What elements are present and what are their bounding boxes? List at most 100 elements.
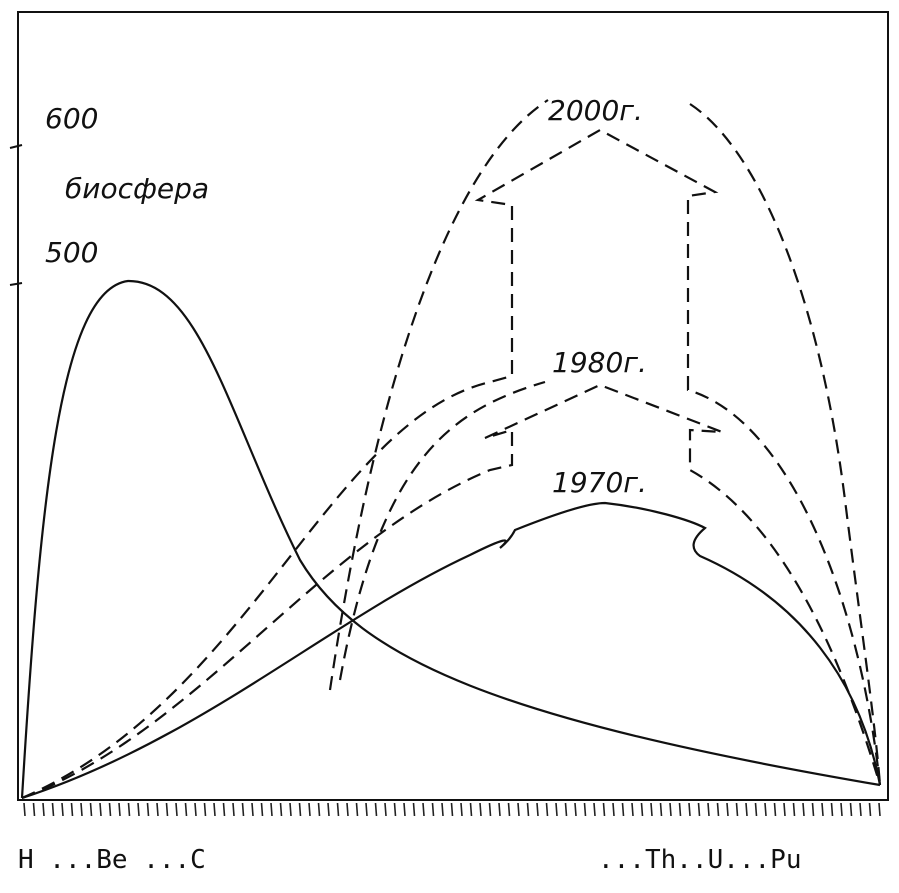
x-tick xyxy=(699,803,700,816)
x-tick xyxy=(594,803,595,816)
x-tick xyxy=(651,803,652,816)
x-tick xyxy=(870,803,871,816)
x-tick xyxy=(718,803,719,816)
x-tick xyxy=(708,803,709,816)
x-tick xyxy=(851,803,852,816)
x-tick xyxy=(518,803,519,816)
biosphere-curve xyxy=(22,281,880,798)
x-tick xyxy=(784,803,785,816)
x-tick xyxy=(737,803,738,816)
x-tick xyxy=(271,803,272,816)
curve-1980 xyxy=(22,385,880,798)
x-tick xyxy=(661,803,662,816)
x-tick xyxy=(224,803,225,816)
curve-2000 xyxy=(22,130,880,798)
x-tick xyxy=(347,803,348,816)
x-tick xyxy=(119,803,120,816)
x-tick xyxy=(727,803,728,816)
x-tick xyxy=(243,803,244,816)
x-tick xyxy=(167,803,168,816)
x-tick xyxy=(34,803,35,816)
x-tick xyxy=(461,803,462,816)
x-tick xyxy=(404,803,405,816)
x-tick xyxy=(290,803,291,816)
x-tick xyxy=(775,803,776,816)
x-tick xyxy=(357,803,358,816)
axis-title: биосфера xyxy=(65,172,209,205)
curve-1970 xyxy=(22,503,880,798)
x-tick xyxy=(860,803,861,816)
x-tick xyxy=(794,803,795,816)
x-tick xyxy=(309,803,310,816)
x-tick xyxy=(376,803,377,816)
x-tick xyxy=(822,803,823,816)
x-label: ...Th..U...Pu xyxy=(598,845,802,875)
x-tick xyxy=(281,803,282,816)
x-tick xyxy=(205,803,206,816)
x-tick xyxy=(24,803,25,816)
x-tick xyxy=(452,803,453,816)
x-tick xyxy=(157,803,158,816)
x-tick xyxy=(62,803,63,816)
x-tick xyxy=(499,803,500,816)
curve-label: 1980г. xyxy=(552,346,647,379)
x-tick xyxy=(395,803,396,816)
x-tick xyxy=(433,803,434,816)
x-tick xyxy=(547,803,548,816)
x-tick xyxy=(328,803,329,816)
x-tick xyxy=(623,803,624,816)
x-tick xyxy=(366,803,367,816)
x-tick xyxy=(604,803,605,816)
x-tick xyxy=(81,803,82,816)
x-tick xyxy=(414,803,415,816)
x-tick xyxy=(480,803,481,816)
x-tick xyxy=(803,803,804,816)
x-tick xyxy=(841,803,842,816)
x-tick xyxy=(528,803,529,816)
x-tick xyxy=(138,803,139,816)
x-tick xyxy=(338,803,339,816)
x-tick xyxy=(879,803,880,816)
x-tick xyxy=(832,803,833,816)
x-tick xyxy=(72,803,73,816)
x-tick xyxy=(537,803,538,816)
x-tick xyxy=(642,803,643,816)
x-tick xyxy=(91,803,92,816)
curve-label: 1970г. xyxy=(552,466,647,499)
x-tick xyxy=(442,803,443,816)
page: 600 биосфера 500 2000г. 1980г. 1970г. H … xyxy=(0,0,899,893)
x-tick xyxy=(632,803,633,816)
x-tick xyxy=(319,803,320,816)
y-label: 500 xyxy=(45,236,98,269)
x-tick xyxy=(252,803,253,816)
x-tick xyxy=(129,803,130,816)
y-tick xyxy=(10,145,22,148)
x-tick xyxy=(689,803,690,816)
x-tick xyxy=(262,803,263,816)
x-label: H ...Be ...C xyxy=(18,845,206,875)
frame xyxy=(18,12,888,800)
x-tick xyxy=(575,803,576,816)
chart: 600 биосфера 500 2000г. 1980г. 1970г. H … xyxy=(0,0,899,889)
x-tick xyxy=(176,803,177,816)
x-tick xyxy=(746,803,747,816)
x-tick xyxy=(110,803,111,816)
x-tick xyxy=(214,803,215,816)
x-tick xyxy=(43,803,44,816)
x-tick xyxy=(195,803,196,816)
x-tick xyxy=(233,803,234,816)
x-tick xyxy=(300,803,301,816)
x-tick xyxy=(148,803,149,816)
y-tick xyxy=(10,283,22,285)
x-tick xyxy=(490,803,491,816)
curve-2000-outer xyxy=(690,104,880,785)
curve-label: 2000г. xyxy=(548,94,643,127)
x-tick xyxy=(100,803,101,816)
x-tick xyxy=(385,803,386,816)
x-tick xyxy=(509,803,510,816)
y-label: 600 xyxy=(45,102,98,135)
x-tick xyxy=(585,803,586,816)
x-ticks xyxy=(24,803,880,816)
x-tick xyxy=(756,803,757,816)
x-tick xyxy=(471,803,472,816)
